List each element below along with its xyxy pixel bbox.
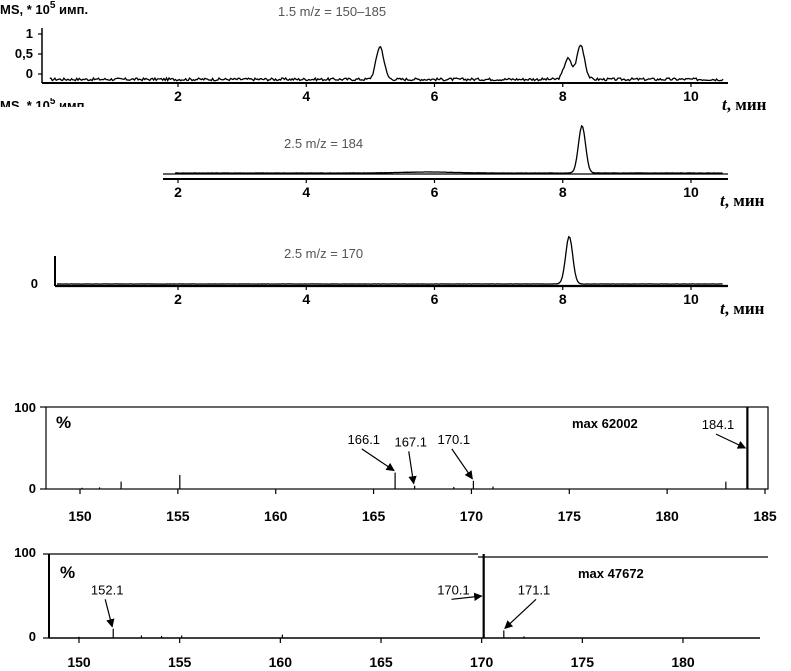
- spec2-ytick-100: 100: [14, 545, 36, 560]
- x-tick-label: 10: [683, 88, 699, 104]
- chrom1-x-ticks: 2 4 6 8 10: [174, 83, 699, 104]
- spec1-frame: [45, 406, 769, 490]
- x-tick-label: 165: [362, 508, 386, 524]
- x-tick-label: 6: [431, 291, 439, 307]
- chromatogram-2: MS, * 105 имп. 2.5 m/z = 184 2 4 6 8 10 t, м…: [0, 96, 765, 210]
- spec2-bars: [78, 554, 525, 638]
- x-tick-label: 170: [460, 508, 484, 524]
- mass-spectrum-1: 100 0 % max 62002 166.1 167.1 170.1 184.1 1…: [14, 400, 777, 524]
- peak-annotation: 171.1: [518, 582, 551, 597]
- chromatogram-3: 2.5 m/z = 170 0 2 4 6 8 10 t, мин: [31, 235, 765, 318]
- peak-annotation: 170.1: [438, 432, 471, 447]
- x-tick-label: 4: [302, 184, 310, 200]
- annotation-arrow: [715, 433, 747, 449]
- chrom3-trace-label: 2.5 m/z = 170: [284, 246, 363, 261]
- spec1-percent-label: %: [56, 413, 71, 432]
- chrom1-ytick-1: 1: [26, 26, 33, 41]
- annotation-arrow: [104, 599, 115, 628]
- x-tick-label: 150: [68, 508, 92, 524]
- peak-annotation: 184.1: [702, 417, 735, 432]
- x-tick-label: 165: [369, 654, 393, 670]
- chrom3-x-ticks: 2 4 6 8 10: [174, 286, 699, 307]
- chrom1-ytick-05: 0,5: [15, 46, 33, 61]
- spec1-ytick-0: 0: [29, 481, 36, 496]
- chrom2-trace-label: 2.5 m/z = 184: [284, 136, 363, 151]
- x-tick-label: 10: [683, 291, 699, 307]
- spec2-annotations: 152.1 170.1 171.1: [91, 582, 551, 630]
- x-tick-label: 2: [174, 184, 182, 200]
- peak-annotation: 152.1: [91, 582, 124, 597]
- spec1-bars: [81, 407, 749, 489]
- chrom1-trace-label: 1.5 m/z = 150–185: [278, 4, 386, 19]
- x-tick-label: 185: [753, 508, 777, 524]
- chrom2-x-ticks: 2 4 6 8 10: [174, 179, 699, 200]
- annotation-arrow: [361, 448, 395, 472]
- x-tick-label: 8: [559, 88, 567, 104]
- annotation-arrow: [451, 448, 473, 480]
- x-tick-label: 175: [558, 508, 582, 524]
- chrom3-trace: [56, 235, 723, 285]
- peak-annotation: 166.1: [348, 432, 381, 447]
- x-tick-label: 4: [302, 291, 310, 307]
- x-tick-label: 180: [655, 508, 679, 524]
- chrom1-ytick-0: 0: [26, 66, 33, 81]
- x-tick-label: 8: [559, 291, 567, 307]
- chrom1-xlabel: t, мин: [722, 95, 767, 114]
- annotation-arrow: [451, 592, 483, 602]
- chrom3-xlabel: t, мин: [720, 299, 765, 318]
- chrom2-trace: [174, 124, 723, 174]
- peak-annotation: 167.1: [394, 434, 427, 449]
- spec2-ytick-0: 0: [29, 629, 36, 644]
- x-tick-label: 180: [671, 654, 695, 670]
- x-tick-label: 2: [174, 291, 182, 307]
- x-tick-label: 160: [269, 654, 293, 670]
- x-tick-label: 170: [470, 654, 494, 670]
- x-tick-label: 160: [264, 508, 288, 524]
- spec1-x-ticks: 150 155 160 165 170 175 180 185: [68, 489, 777, 524]
- x-tick-label: 6: [431, 184, 439, 200]
- peak-annotation: 170.1: [437, 582, 470, 597]
- x-tick-label: 175: [571, 654, 595, 670]
- spec1-annotations: 166.1 167.1 170.1 184.1: [348, 417, 747, 485]
- x-tick-label: 155: [166, 508, 190, 524]
- chrom2-xlabel: t, мин: [720, 191, 765, 210]
- spec2-max-label: max 47672: [578, 566, 644, 581]
- x-tick-label: 10: [683, 184, 699, 200]
- spec2-percent-label: %: [60, 563, 75, 582]
- chromatogram-1: MS, * 105 имп. 1.5 m/z = 150–185 1 0,5 0…: [0, 0, 767, 114]
- x-tick-label: 155: [168, 654, 192, 670]
- annotation-arrow: [504, 598, 537, 630]
- spec2-x-ticks: 150 155 160 165 170 175 180: [67, 638, 695, 670]
- x-tick-label: 150: [67, 654, 91, 670]
- mass-spectrum-2: 100 0 % max 47672 152.1 170.1 171.1 150 155…: [14, 545, 768, 670]
- x-tick-label: 8: [559, 184, 567, 200]
- spec1-ytick-100: 100: [14, 400, 36, 415]
- spec1-max-label: max 62002: [572, 416, 638, 431]
- x-tick-label: 6: [431, 88, 439, 104]
- chrom1-ylabel: MS, * 105 имп.: [0, 0, 88, 17]
- annotation-arrow: [408, 451, 417, 485]
- x-tick-label: 4: [302, 88, 310, 104]
- chrom1-trace: [49, 44, 724, 83]
- x-tick-label: 2: [174, 88, 182, 104]
- chrom2-ylabel: MS, * 105 имп.: [0, 96, 88, 113]
- chrom3-ytick-0: 0: [31, 276, 38, 291]
